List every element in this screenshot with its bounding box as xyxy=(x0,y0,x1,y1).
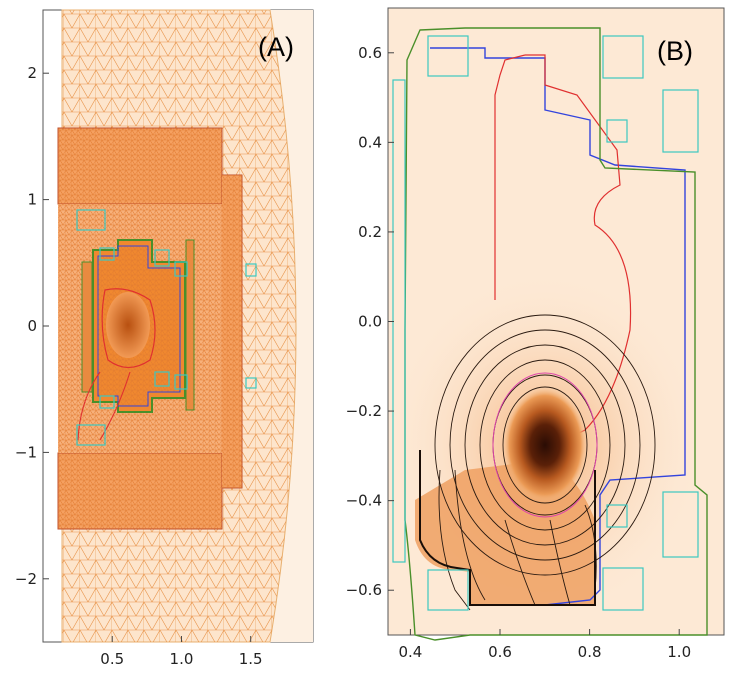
panel-label-a: (A) xyxy=(258,32,294,62)
x-tick-label: 0.5 xyxy=(100,650,124,668)
y-tick-label: 2 xyxy=(27,64,37,82)
separatrix-b xyxy=(430,47,686,606)
x-tick-label: 0.4 xyxy=(398,643,422,661)
plasma-core-b xyxy=(503,387,587,503)
x-tick-label: 1.0 xyxy=(667,643,691,661)
lcfs-magenta xyxy=(492,372,598,518)
y-tick-label: 0.2 xyxy=(358,223,382,241)
separatrix-a xyxy=(101,288,156,369)
x-tick-label: 0.8 xyxy=(578,643,602,661)
y-tick-label: −0.4 xyxy=(346,492,382,510)
y-tick-label: 0 xyxy=(27,317,37,335)
x-axis-b: 0.4 0.6 0.8 1.0 xyxy=(398,629,691,661)
x-tick-label: 1.0 xyxy=(170,650,194,668)
panel-label-b: (B) xyxy=(657,36,693,66)
y-tick-label: −1 xyxy=(15,443,37,461)
x-tick-label: 1.5 xyxy=(239,650,263,668)
plasma-core-a xyxy=(106,292,150,358)
y-tick-label: −0.2 xyxy=(346,402,382,420)
y-tick-label: −0.6 xyxy=(346,581,382,599)
x-axis-a: 0.5 1.0 1.5 xyxy=(100,636,263,668)
outer-column xyxy=(185,239,195,411)
inner-column xyxy=(81,261,93,393)
y-tick-label: 0.0 xyxy=(358,313,382,331)
coils-a xyxy=(76,209,257,446)
flux-plot: 0.4 0.6 0.8 1.0 0.6 0.4 0.2 0.0 −0.2 −0.4 −0.6 (B… xyxy=(346,7,725,661)
divertor-leg-a xyxy=(77,371,101,441)
panel-b: 0.4 0.6 0.8 1.0 0.6 0.4 0.2 0.0 −0.2 −0.4 −0.6 (B… xyxy=(345,0,736,680)
y-axis-a: 2 1 0 −1 −2 xyxy=(15,64,49,588)
y-tick-label: 1 xyxy=(27,191,37,209)
y-tick-label: 0.4 xyxy=(358,133,382,151)
y-axis-b: 0.6 0.4 0.2 0.0 −0.2 −0.4 −0.6 xyxy=(346,44,394,599)
x-tick-label: 0.6 xyxy=(488,643,512,661)
divertor-outline xyxy=(419,450,596,606)
mesh-plot: 0.5 1.0 1.5 2 1 0 −1 −2 (A) xyxy=(15,9,314,668)
vacuum-vessel-b xyxy=(404,27,708,641)
y-tick-label: 0.6 xyxy=(358,44,382,62)
y-tick-label: −2 xyxy=(15,570,37,588)
panel-a: 0.5 1.0 1.5 2 1 0 −1 −2 (A) xyxy=(0,0,340,680)
